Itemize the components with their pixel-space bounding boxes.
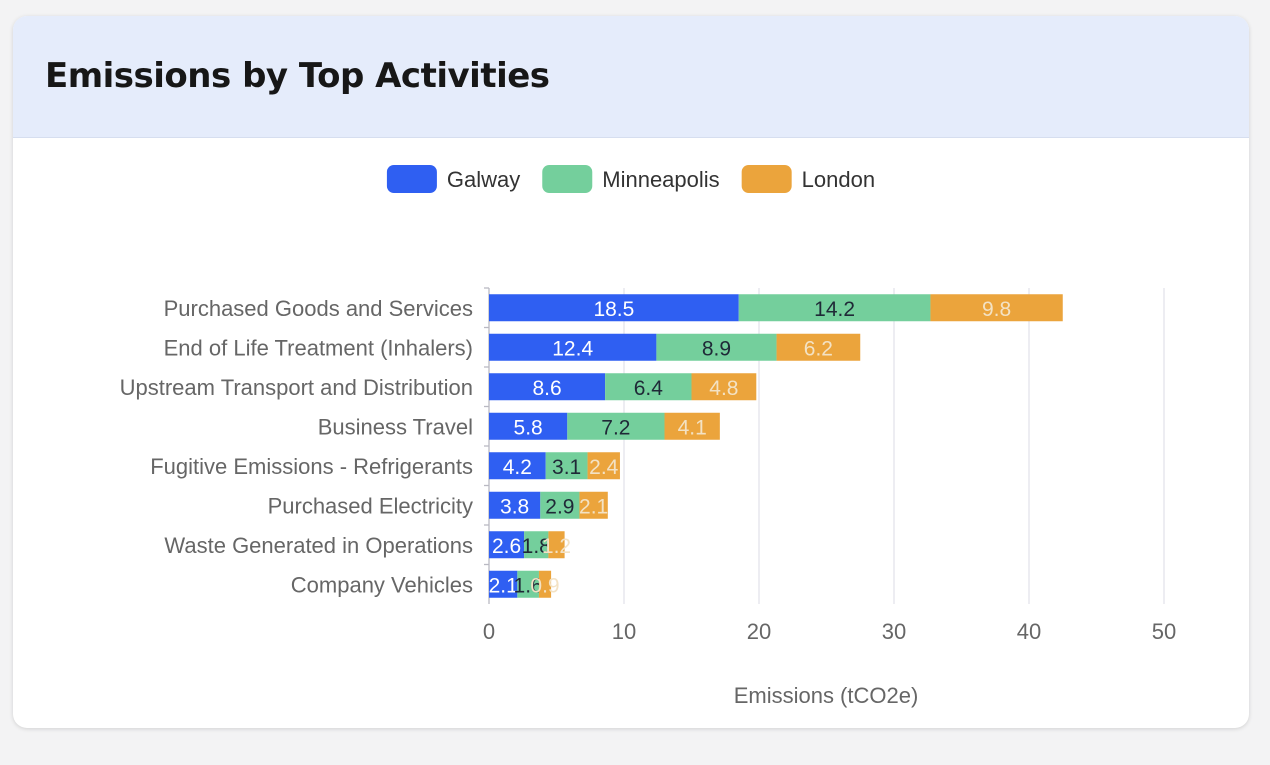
data-label-galway-company-vehicles: 2.1	[489, 574, 518, 597]
data-label-london-waste-generated-in-operations: 1.2	[542, 535, 571, 558]
data-label-london-end-of-life-treatment-inhalers: 6.2	[804, 337, 833, 360]
bar-galway-waste-generated-in-operations[interactable]	[489, 531, 525, 559]
data-label-galway-fugitive-emissions-refrigerants: 4.2	[503, 456, 532, 479]
bar-minneapolis-upstream-transport-and-distribution[interactable]	[605, 373, 692, 401]
data-label-galway-end-of-life-treatment-inhalers: 12.4	[552, 337, 593, 360]
bar-minneapolis-company-vehicles[interactable]	[517, 570, 539, 598]
legend-label-london[interactable]: London	[802, 167, 875, 192]
bar-minneapolis-purchased-electricity[interactable]	[540, 491, 580, 519]
x-tick-label-40: 40	[1017, 619, 1041, 644]
data-label-minneapolis-purchased-goods-and-services: 14.2	[814, 298, 855, 321]
card-header: Emissions by Top Activities	[13, 16, 1249, 138]
data-label-minneapolis-company-vehicles: 1.6	[514, 574, 543, 597]
bar-london-waste-generated-in-operations[interactable]	[548, 531, 565, 559]
bar-galway-end-of-life-treatment-inhalers[interactable]	[489, 333, 657, 361]
data-label-minneapolis-waste-generated-in-operations: 1.8	[522, 535, 551, 558]
bar-galway-business-travel[interactable]	[489, 412, 568, 440]
bar-minneapolis-waste-generated-in-operations[interactable]	[524, 531, 549, 559]
bar-galway-purchased-electricity[interactable]	[489, 491, 541, 519]
category-label-company-vehicles: Company Vehicles	[291, 572, 473, 597]
category-label-end-of-life-treatment-inhalers: End of Life Treatment (Inhalers)	[164, 335, 473, 360]
data-label-london-purchased-goods-and-services: 9.8	[982, 298, 1011, 321]
chart-card: Emissions by Top Activities Purchased Go…	[13, 16, 1249, 728]
data-label-minneapolis-business-travel: 7.2	[601, 416, 630, 439]
data-label-minneapolis-purchased-electricity: 2.9	[545, 495, 574, 518]
bar-galway-fugitive-emissions-refrigerants[interactable]	[489, 452, 546, 480]
data-label-galway-business-travel: 5.8	[514, 416, 543, 439]
category-label-purchased-goods-and-services: Purchased Goods and Services	[164, 296, 473, 321]
category-label-waste-generated-in-operations: Waste Generated in Operations	[164, 533, 473, 558]
data-label-london-upstream-transport-and-distribution: 4.8	[709, 377, 738, 400]
legend-swatch-galway[interactable]	[386, 165, 437, 193]
category-label-purchased-electricity: Purchased Electricity	[268, 493, 473, 518]
x-tick-label-20: 20	[747, 619, 771, 644]
bar-galway-company-vehicles[interactable]	[489, 570, 518, 598]
data-label-london-business-travel: 4.1	[678, 416, 707, 439]
bar-london-end-of-life-treatment-inhalers[interactable]	[776, 333, 861, 361]
legend-label-minneapolis[interactable]: Minneapolis	[602, 167, 719, 192]
data-label-minneapolis-upstream-transport-and-distribution: 6.4	[634, 377, 664, 400]
data-label-galway-upstream-transport-and-distribution: 8.6	[532, 377, 561, 400]
x-tick-label-0: 0	[483, 619, 495, 644]
category-label-business-travel: Business Travel	[318, 414, 473, 439]
emissions-chart: Purchased Goods and Services 18.5 14.2 9.8 E…	[120, 165, 1176, 708]
data-label-galway-purchased-electricity: 3.8	[500, 495, 529, 518]
bar-london-fugitive-emissions-refrigerants[interactable]	[587, 452, 620, 480]
legend-swatch-minneapolis[interactable]	[542, 165, 593, 193]
data-label-london-fugitive-emissions-refrigerants: 2.4	[589, 456, 619, 479]
bar-minneapolis-end-of-life-treatment-inhalers[interactable]	[656, 333, 777, 361]
card-title: Emissions by Top Activities	[45, 56, 550, 96]
bar-galway-purchased-goods-and-services[interactable]	[489, 294, 739, 322]
x-tick-label-10: 10	[612, 619, 636, 644]
legend-label-galway[interactable]: Galway	[447, 167, 520, 192]
data-label-minneapolis-fugitive-emissions-refrigerants: 3.1	[552, 456, 581, 479]
bar-london-purchased-goods-and-services[interactable]	[930, 294, 1063, 322]
bar-galway-upstream-transport-and-distribution[interactable]	[489, 373, 606, 401]
bar-london-business-travel[interactable]	[664, 412, 720, 440]
legend-swatch-london[interactable]	[741, 165, 792, 193]
bar-london-company-vehicles[interactable]	[538, 570, 552, 598]
bar-london-purchased-electricity[interactable]	[579, 491, 608, 519]
category-label-fugitive-emissions-refrigerants: Fugitive Emissions - Refrigerants	[150, 454, 473, 479]
x-tick-label-30: 30	[882, 619, 906, 644]
data-label-galway-waste-generated-in-operations: 2.6	[492, 535, 521, 558]
data-label-minneapolis-end-of-life-treatment-inhalers: 8.9	[702, 337, 731, 360]
data-label-galway-purchased-goods-and-services: 18.5	[593, 298, 634, 321]
data-label-london-company-vehicles: 0.9	[530, 574, 559, 597]
x-tick-label-50: 50	[1152, 619, 1176, 644]
bar-london-upstream-transport-and-distribution[interactable]	[691, 373, 757, 401]
x-axis-title: Emissions (tCO2e)	[734, 683, 919, 708]
data-label-london-purchased-electricity: 2.1	[579, 495, 608, 518]
category-label-upstream-transport-and-distribution: Upstream Transport and Distribution	[120, 375, 473, 400]
bar-minneapolis-fugitive-emissions-refrigerants[interactable]	[545, 452, 588, 480]
bar-minneapolis-business-travel[interactable]	[567, 412, 665, 440]
bar-minneapolis-purchased-goods-and-services[interactable]	[738, 294, 931, 322]
